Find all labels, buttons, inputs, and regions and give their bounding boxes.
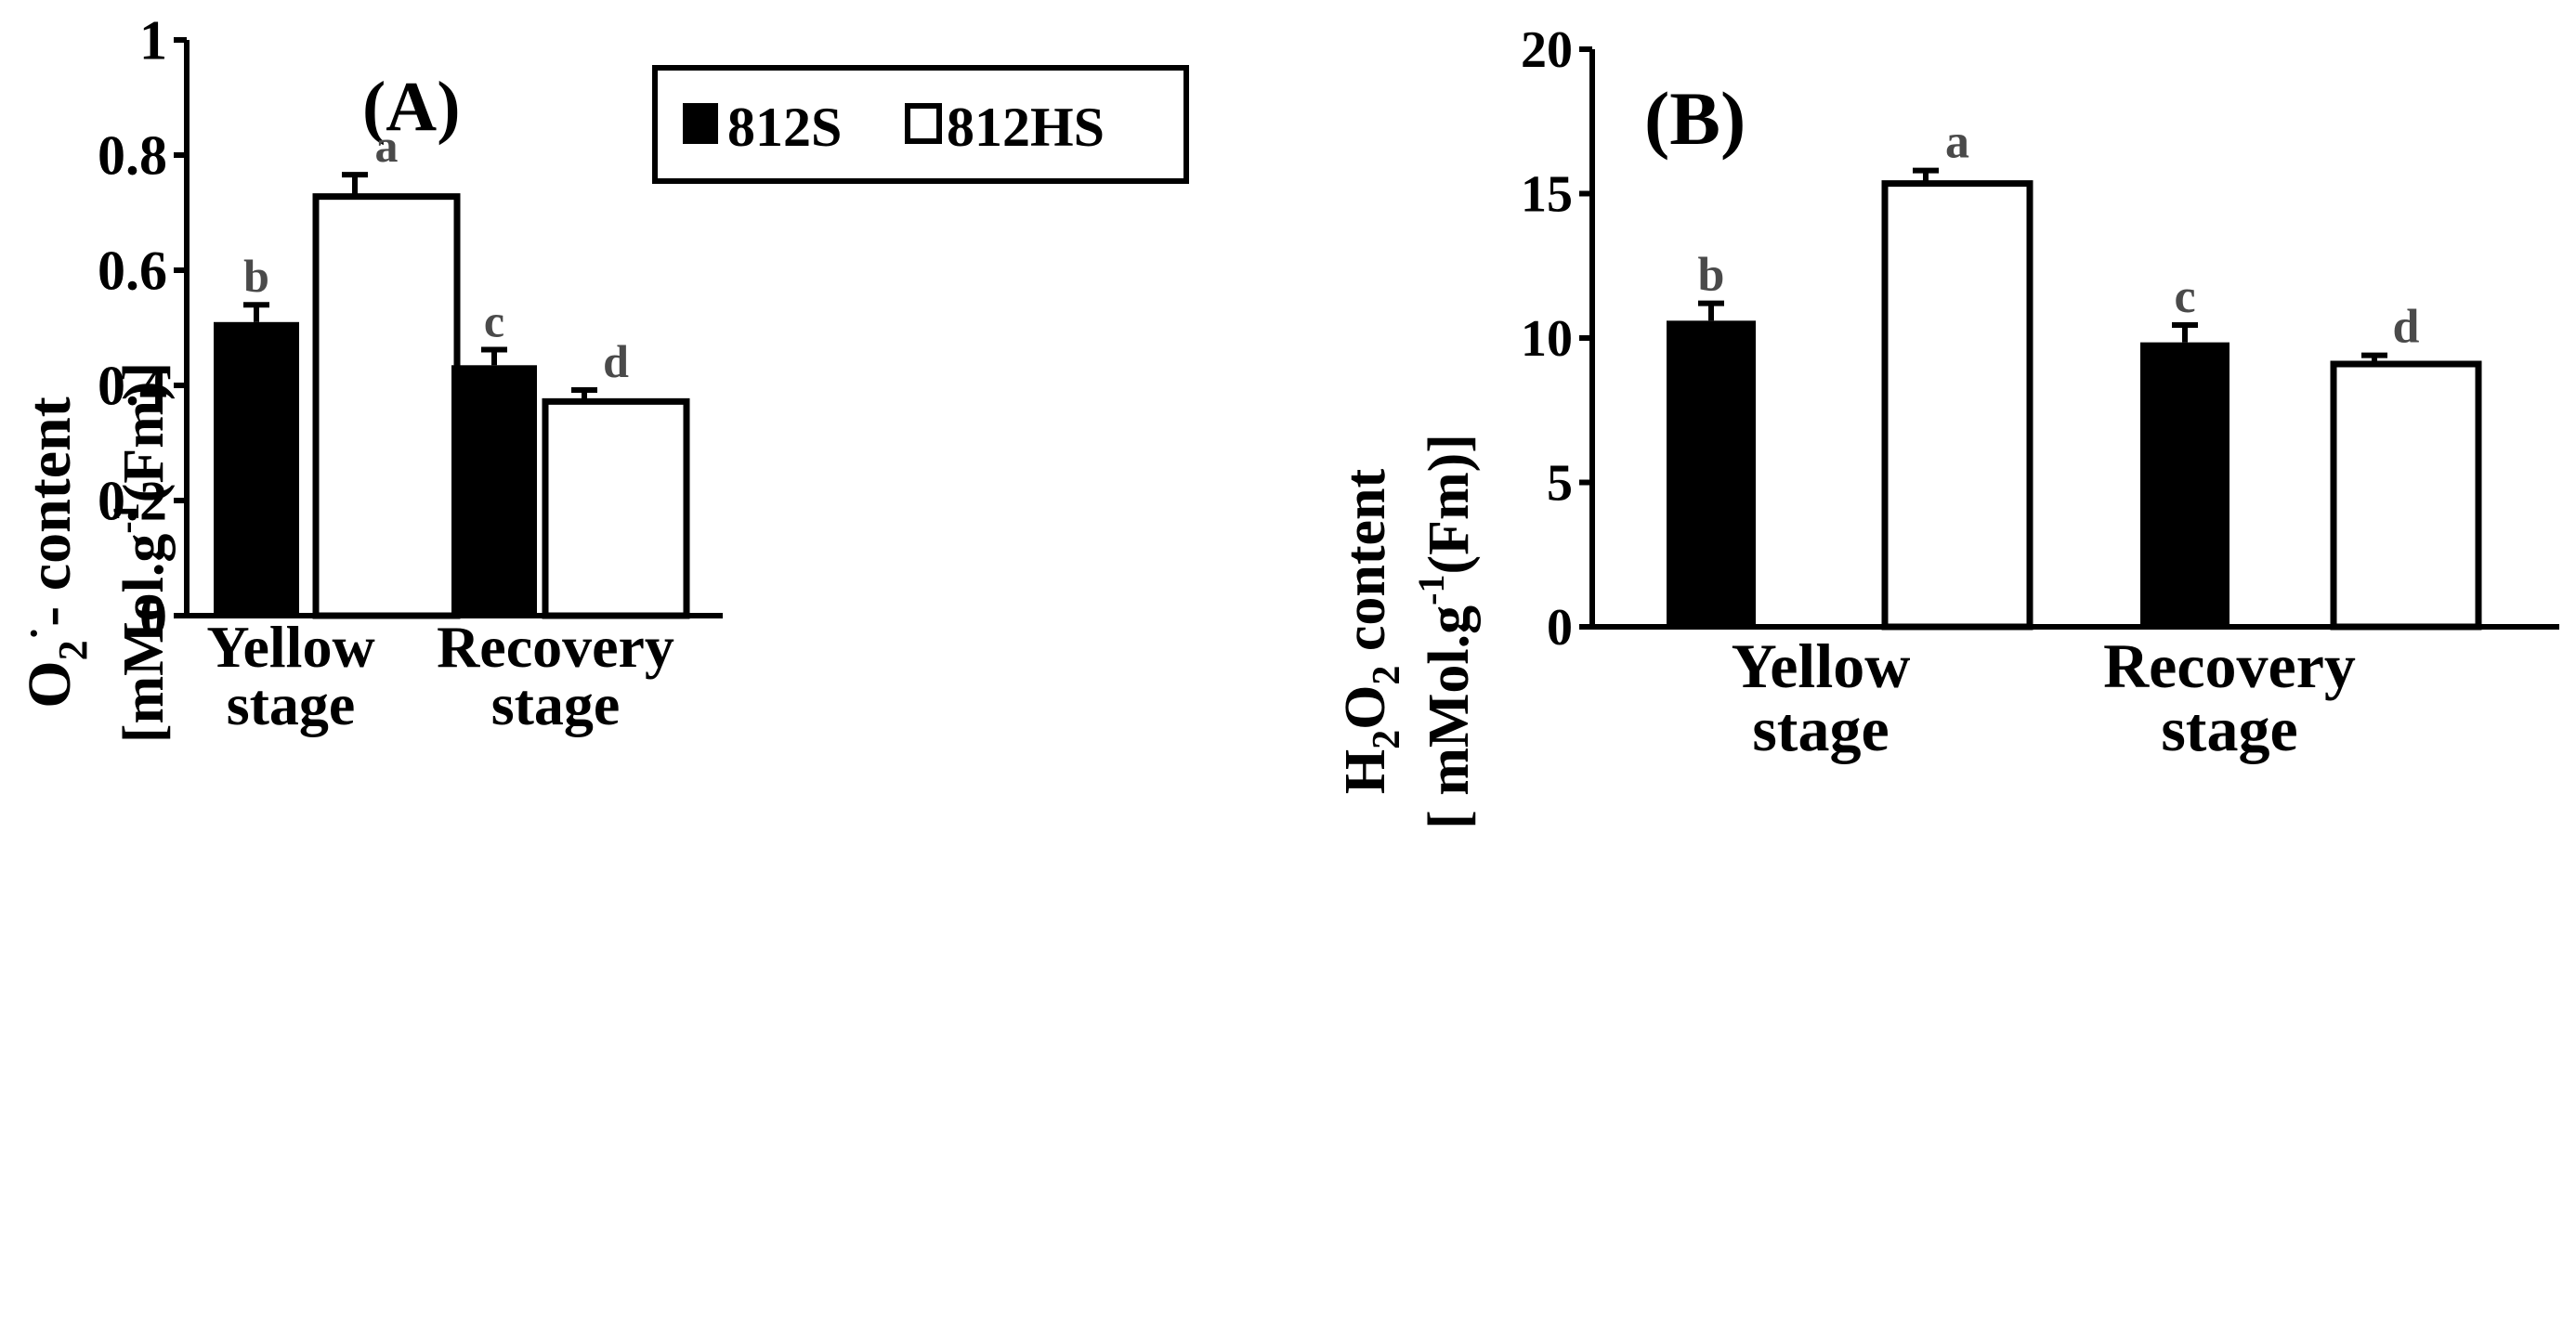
bar-a [312,193,461,619]
legend: 812S 812HS [652,65,1189,184]
y-tick-label-a: 0 [139,585,167,646]
bar-a [451,365,537,616]
bar-b [1881,180,2033,631]
significance-letter-a: d [603,335,629,387]
y-tick-label-b: 15 [1521,166,1573,224]
bar-a [542,397,690,619]
y-axis-label-a-line2: [mMol.g-1(Fm)] [105,362,176,743]
y-axis-label-a-line1: O2·- content [11,397,96,708]
y-tick-label-a: 0.4 [98,355,167,416]
y-tick-label-b: 5 [1547,455,1573,513]
panel-b-chart: (B) H2O2 content [ mMol.g-1(Fm)] b a c d 0 5… [1334,21,2559,829]
significance-letter-b: b [1698,249,1725,302]
x-category-label-a: stage [227,671,356,737]
bar-b [2140,342,2229,627]
y-tick-label-b: 20 [1521,21,1573,79]
legend-swatch-812hs [905,103,942,144]
significance-letter-a: a [375,120,399,172]
panel-a-label: (A) [362,68,461,146]
x-category-label-b: Recovery [2103,631,2356,701]
significance-letter-a: b [243,250,269,302]
y-tick-label-b: 0 [1547,599,1573,657]
x-category-label-a: Recovery [437,614,674,680]
significance-letter-b: c [2174,270,2195,323]
x-category-label-b: stage [1752,694,1889,764]
significance-letter-a: c [484,295,504,347]
panel-a-chart: (A) 812S 812HS O2·- content [mMol.g-1(Fm… [11,9,1189,743]
y-axis-label-b-line1: H2O2 content [1334,469,1408,795]
legend-swatch-812s [683,103,718,144]
y-tick-label-a: 1 [139,9,167,71]
y-axis-label-b: H2O2 content [ mMol.g-1(Fm)] [1334,434,1481,829]
y-tick-label-a: 0.8 [98,124,167,186]
significance-letter-b: a [1945,116,1969,169]
y-axis-label-b-line2: [ mMol.g-1(Fm)] [1410,434,1481,829]
legend-label-812s: 812S [727,97,842,158]
panel-b-label: (B) [1644,76,1746,161]
significance-letter-b: d [2393,301,2420,354]
y-tick-label-a: 0.6 [98,240,167,301]
bar-b [2330,360,2482,631]
x-category-label-b: stage [2161,694,2297,764]
x-category-label-a: Yellow [206,614,374,680]
bar-b [1667,320,1756,627]
x-category-label-b: Yellow [1732,631,1911,701]
y-axis-label-a: O2·- content [mMol.g-1(Fm)] [11,362,176,743]
legend-label-812hs: 812HS [947,97,1105,158]
y-tick-label-a: 0.2 [98,470,167,531]
x-category-label-a: stage [491,671,621,737]
bar-a [214,321,299,616]
y-tick-label-b: 10 [1521,310,1573,368]
